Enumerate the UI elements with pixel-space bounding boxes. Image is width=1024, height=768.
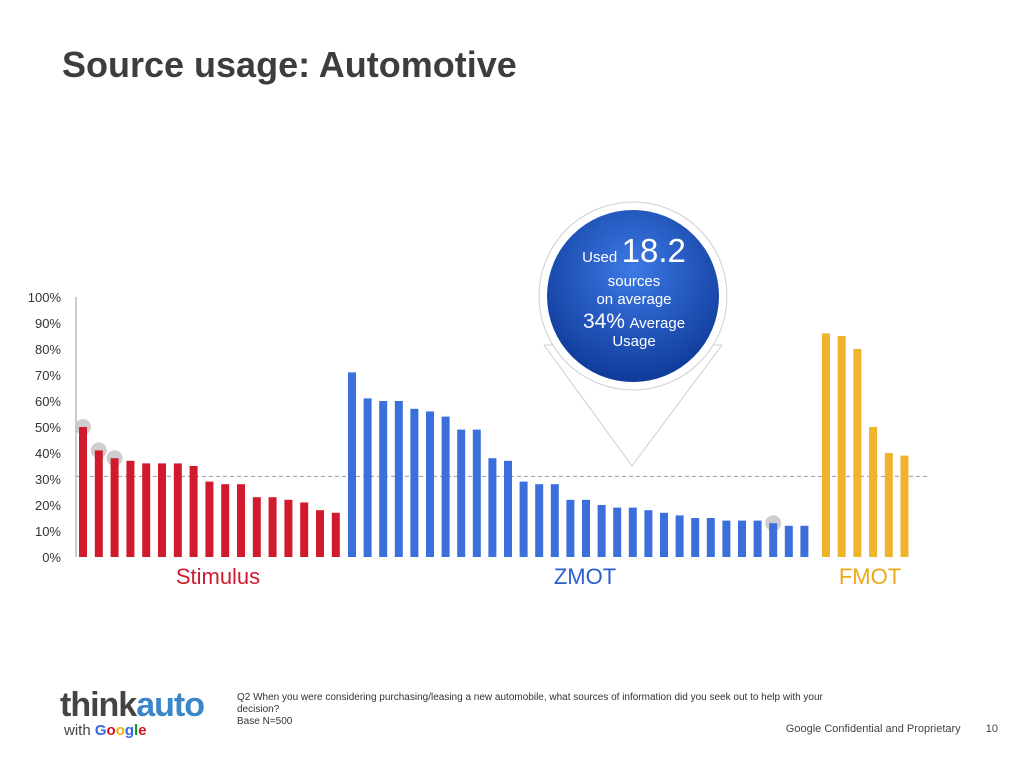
bar-stimulus xyxy=(126,460,135,557)
y-tick-label: 80% xyxy=(35,342,61,357)
bar-zmot xyxy=(519,481,528,557)
bar-zmot xyxy=(769,523,778,557)
bar-stimulus xyxy=(142,463,151,557)
y-tick-label: 50% xyxy=(35,420,61,435)
y-tick-label: 40% xyxy=(35,446,61,461)
bar-zmot xyxy=(426,411,434,557)
slide-title: Source usage: Automotive xyxy=(62,44,517,85)
bar-stimulus xyxy=(79,427,87,557)
bar-stimulus xyxy=(110,458,119,557)
bar-stimulus xyxy=(237,484,245,557)
bar-stimulus xyxy=(205,481,214,557)
logo-google-letter: o xyxy=(106,722,116,739)
bar-stimulus xyxy=(284,499,293,557)
bar-fmot xyxy=(900,455,909,557)
callout-inner-circle xyxy=(547,210,719,382)
bar-stimulus xyxy=(316,510,324,557)
bar-zmot xyxy=(550,484,559,557)
bar-zmot xyxy=(394,401,403,557)
callout-used-label: Used xyxy=(582,249,618,266)
bar-zmot xyxy=(597,505,606,557)
bar-fmot xyxy=(837,336,846,557)
bar-zmot xyxy=(488,458,497,557)
y-tick-label: 10% xyxy=(35,524,61,539)
footnote-base: Base N=500 xyxy=(237,716,293,727)
bar-zmot xyxy=(535,484,544,557)
bar-stimulus xyxy=(221,484,230,557)
group-label-fmot: FMOT xyxy=(839,564,901,589)
callout-usage-value: 34% xyxy=(582,310,625,333)
y-tick-label: 60% xyxy=(35,394,61,409)
bar-stimulus xyxy=(94,450,103,557)
bar-fmot xyxy=(822,333,830,557)
bar-zmot xyxy=(348,372,356,557)
bar-stimulus xyxy=(158,463,166,557)
bar-stimulus xyxy=(331,512,340,557)
callout-average-label: on average xyxy=(596,291,672,308)
callout-bubble xyxy=(538,201,728,467)
callout-usage-label-1: Average xyxy=(629,315,686,332)
bar-zmot xyxy=(410,408,419,557)
bar-stimulus xyxy=(173,463,182,557)
bar-zmot xyxy=(628,507,637,557)
bar-stimulus xyxy=(252,497,261,557)
footer-confidential: Google Confidential and Proprietary xyxy=(785,723,961,735)
bar-zmot xyxy=(566,499,575,557)
logo-google-letter: g xyxy=(124,722,135,739)
callout-usage-label-2: Usage xyxy=(612,333,656,350)
logo-google-letter: e xyxy=(138,722,147,739)
bar-zmot xyxy=(457,429,466,557)
source-usage-chart: 0% 10% 20% 30% 40% 50% 60% 70% 80% 90% 100% Stimulu… xyxy=(28,201,930,589)
bar-zmot xyxy=(379,401,388,557)
logo-think-text: think xyxy=(60,686,137,724)
bar-zmot xyxy=(582,499,590,557)
bar-stimulus xyxy=(300,502,309,557)
y-tick-label: 90% xyxy=(35,316,61,331)
bar-zmot xyxy=(644,510,653,557)
thinkauto-logo: thinkauto with Google xyxy=(60,686,205,739)
logo-with-text: with xyxy=(64,722,91,739)
footnote-question: Q2 When you were considering purchasing/… xyxy=(237,692,823,715)
y-tick-label: 30% xyxy=(35,472,61,487)
bar-zmot xyxy=(675,515,684,557)
bar-zmot xyxy=(660,512,668,557)
y-tick-label: 100% xyxy=(28,290,62,305)
bar-fmot xyxy=(884,453,893,557)
logo-google-letter: G xyxy=(94,722,107,739)
y-tick-label: 20% xyxy=(35,498,61,513)
footnote: Q2 When you were considering purchasing/… xyxy=(237,692,847,728)
y-tick-label: 0% xyxy=(42,550,61,565)
bar-zmot xyxy=(472,429,481,557)
bar-zmot xyxy=(784,525,793,557)
bar-zmot xyxy=(722,520,731,557)
bar-fmot xyxy=(869,427,878,557)
logo-auto-text: auto xyxy=(136,686,205,724)
callout-sources-value: 18.2 xyxy=(621,232,686,269)
bar-zmot xyxy=(441,416,450,557)
bar-zmot xyxy=(800,525,809,557)
logo-with-google: with Google xyxy=(64,722,147,739)
bar-stimulus xyxy=(189,466,198,557)
bar-zmot xyxy=(753,520,762,557)
bar-zmot xyxy=(738,520,746,557)
callout-text: Used 18.2 sources on average 34% Average… xyxy=(548,234,720,351)
bar-stimulus xyxy=(268,497,277,557)
bar-zmot xyxy=(504,460,512,557)
bar-fmot xyxy=(853,349,862,557)
y-tick-label: 70% xyxy=(35,368,61,383)
bar-zmot xyxy=(691,518,700,557)
footer-page-number: 10 xyxy=(985,723,998,735)
logo-google-letter: l xyxy=(134,722,139,739)
bar-zmot xyxy=(706,518,715,557)
bar-zmot xyxy=(613,507,622,557)
callout-sources-label: sources xyxy=(607,273,661,290)
group-label-stimulus: Stimulus xyxy=(176,564,260,589)
logo-google-letter: o xyxy=(115,722,125,739)
group-label-zmot: ZMOT xyxy=(554,564,616,589)
footer: Google Confidential and Proprietary 10 xyxy=(764,723,998,735)
bar-zmot xyxy=(363,398,372,557)
